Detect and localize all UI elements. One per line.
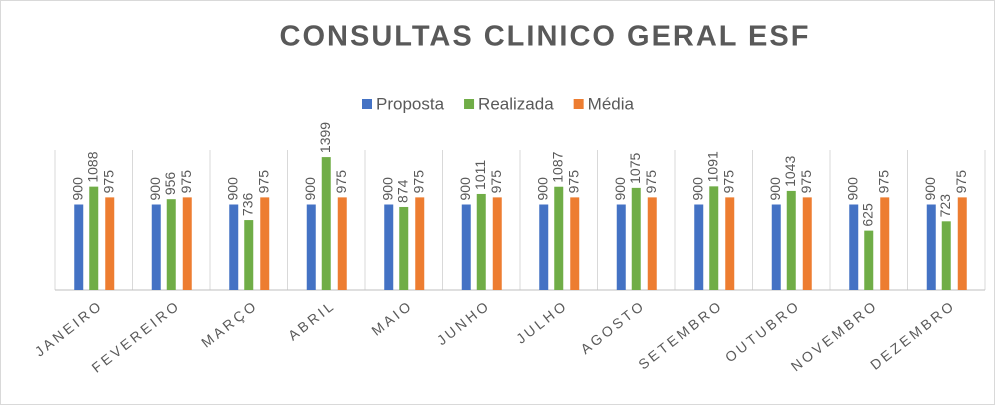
- data-label: 900: [224, 177, 240, 201]
- data-label: 975: [953, 170, 969, 194]
- chart-title: CONSULTAS CLINICO GERAL ESF: [280, 21, 811, 53]
- legend-swatch: [362, 99, 372, 109]
- legend-swatch: [464, 99, 475, 109]
- bar: [957, 197, 967, 290]
- bar: [631, 187, 641, 290]
- bar: [492, 197, 502, 290]
- data-label: 723: [937, 194, 953, 218]
- data-label: 1087: [549, 151, 565, 182]
- data-label: 900: [147, 177, 163, 201]
- data-label: 1091: [704, 151, 720, 182]
- data-label: 975: [565, 170, 581, 194]
- data-label: 1075: [627, 153, 643, 184]
- bar: [166, 199, 176, 290]
- bar: [321, 157, 331, 290]
- data-label: 874: [394, 179, 410, 203]
- data-label: 1043: [782, 156, 798, 187]
- bar: [337, 197, 347, 290]
- data-label: 975: [643, 170, 659, 194]
- data-label: 975: [100, 170, 116, 194]
- legend-label: Média: [588, 94, 635, 113]
- bar: [771, 204, 781, 290]
- bar: [694, 204, 704, 290]
- data-label: 975: [488, 170, 504, 194]
- bar: [926, 204, 936, 290]
- bar: [89, 186, 99, 290]
- bar: [802, 197, 812, 290]
- bar: [554, 186, 564, 290]
- data-label: 975: [255, 170, 271, 194]
- bar: [384, 204, 394, 290]
- bar: [306, 204, 316, 290]
- data-label: 900: [69, 177, 85, 201]
- bar: [709, 186, 719, 290]
- bar: [399, 206, 409, 290]
- bar: [229, 204, 239, 290]
- bar: [647, 197, 657, 290]
- legend-swatch: [573, 99, 584, 109]
- data-label: 1011: [472, 160, 488, 190]
- bar: [941, 221, 951, 290]
- data-label: 900: [457, 177, 473, 201]
- data-label: 975: [178, 170, 194, 194]
- data-label: 900: [689, 177, 705, 201]
- bar: [260, 197, 270, 290]
- bar: [725, 197, 735, 290]
- bar: [864, 230, 874, 290]
- bar: [244, 220, 254, 290]
- data-label: 975: [798, 170, 814, 194]
- bar: [415, 197, 425, 290]
- legend-label: Realizada: [478, 94, 554, 113]
- data-label: 975: [720, 170, 736, 194]
- bar: [461, 204, 471, 290]
- bar: [849, 204, 859, 290]
- bar: [539, 204, 549, 290]
- data-label: 900: [922, 177, 938, 201]
- data-label: 1088: [84, 151, 100, 182]
- bar: [151, 204, 161, 290]
- data-label: 900: [612, 177, 628, 201]
- bar: [786, 190, 796, 290]
- bar: [105, 197, 115, 290]
- data-label: 956: [162, 172, 178, 196]
- bar: [74, 204, 84, 290]
- data-label: 900: [534, 177, 550, 201]
- data-label: 900: [302, 177, 318, 201]
- data-label: 900: [379, 177, 395, 201]
- bar: [570, 197, 580, 290]
- data-label: 900: [844, 177, 860, 201]
- data-label: 625: [859, 203, 875, 227]
- data-label: 975: [875, 170, 891, 194]
- data-label: 975: [410, 170, 426, 194]
- data-label: 900: [767, 177, 783, 201]
- bar: [880, 197, 890, 290]
- data-label: 736: [239, 193, 255, 217]
- bar: [182, 197, 192, 290]
- bar: [476, 193, 486, 290]
- data-label: 975: [333, 170, 349, 194]
- legend-label: Proposta: [376, 94, 445, 113]
- bar: [616, 204, 626, 290]
- data-label: 1399: [317, 122, 333, 153]
